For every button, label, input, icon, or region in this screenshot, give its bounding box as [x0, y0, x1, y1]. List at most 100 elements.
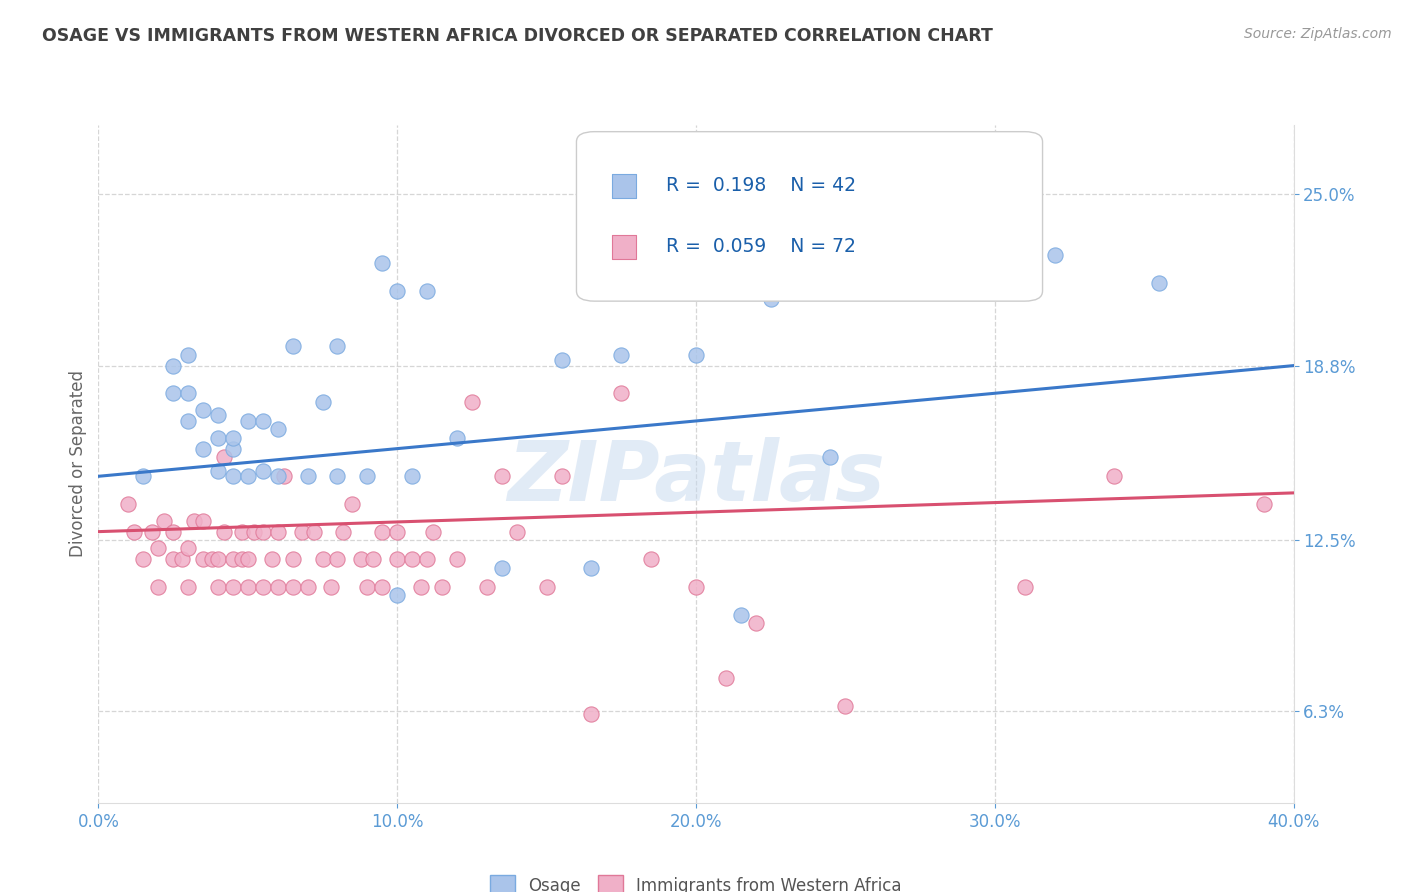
- Point: [332, 524, 354, 539]
- Point: [363, 552, 385, 566]
- Point: [172, 552, 194, 566]
- Point: [685, 347, 707, 361]
- Point: [212, 450, 235, 464]
- Point: [759, 292, 782, 306]
- Point: [745, 615, 768, 630]
- Point: [1253, 497, 1275, 511]
- Point: [350, 552, 373, 566]
- Point: [297, 580, 319, 594]
- Point: [416, 552, 439, 566]
- Point: [1043, 248, 1066, 262]
- Point: [207, 580, 229, 594]
- Point: [207, 552, 229, 566]
- Text: R =  0.059    N = 72: R = 0.059 N = 72: [666, 237, 856, 256]
- Point: [177, 580, 200, 594]
- Point: [446, 552, 468, 566]
- Point: [183, 514, 205, 528]
- Point: [191, 442, 214, 456]
- Point: [290, 524, 312, 539]
- Point: [506, 524, 529, 539]
- Point: [162, 359, 184, 373]
- Point: [342, 497, 364, 511]
- Point: [252, 464, 274, 478]
- Point: [1104, 469, 1126, 483]
- Point: [231, 552, 253, 566]
- Point: [422, 524, 444, 539]
- Point: [326, 339, 349, 353]
- Point: [385, 524, 409, 539]
- Point: [475, 580, 498, 594]
- Point: [297, 469, 319, 483]
- Point: [326, 469, 349, 483]
- Point: [610, 347, 633, 361]
- Point: [222, 431, 245, 445]
- Point: [260, 552, 283, 566]
- Point: [610, 386, 633, 401]
- Point: [714, 671, 737, 685]
- Point: [252, 580, 274, 594]
- Point: [356, 580, 378, 594]
- Point: [212, 524, 235, 539]
- Point: [820, 450, 842, 464]
- Point: [640, 552, 662, 566]
- Point: [132, 552, 155, 566]
- Point: [416, 284, 439, 298]
- Point: [491, 560, 513, 574]
- Point: [550, 469, 572, 483]
- Legend: Osage, Immigrants from Western Africa: Osage, Immigrants from Western Africa: [484, 869, 908, 892]
- Point: [491, 469, 513, 483]
- Point: [281, 552, 304, 566]
- Point: [1014, 580, 1036, 594]
- Point: [311, 394, 333, 409]
- Point: [267, 524, 290, 539]
- Point: [177, 347, 200, 361]
- Point: [385, 588, 409, 602]
- Point: [252, 414, 274, 428]
- Point: [236, 469, 259, 483]
- Point: [385, 284, 409, 298]
- Point: [132, 469, 155, 483]
- Point: [236, 552, 259, 566]
- Point: [162, 552, 184, 566]
- Point: [117, 497, 139, 511]
- Point: [401, 552, 423, 566]
- Point: [685, 580, 707, 594]
- Point: [148, 580, 170, 594]
- FancyBboxPatch shape: [576, 132, 1043, 301]
- Point: [141, 524, 163, 539]
- Point: [267, 469, 290, 483]
- Point: [581, 707, 603, 722]
- Point: [461, 394, 484, 409]
- Point: [252, 524, 274, 539]
- Point: [207, 464, 229, 478]
- Point: [222, 552, 245, 566]
- Point: [177, 386, 200, 401]
- Point: [124, 524, 146, 539]
- Point: [430, 580, 453, 594]
- Point: [222, 469, 245, 483]
- Point: [385, 552, 409, 566]
- Point: [191, 403, 214, 417]
- Point: [148, 541, 170, 556]
- Point: [153, 514, 176, 528]
- Y-axis label: Divorced or Separated: Divorced or Separated: [69, 370, 87, 558]
- Point: [302, 524, 325, 539]
- Point: [371, 256, 394, 270]
- Point: [401, 469, 423, 483]
- Point: [236, 580, 259, 594]
- Point: [371, 580, 394, 594]
- Point: [326, 552, 349, 566]
- Point: [231, 524, 253, 539]
- Point: [201, 552, 224, 566]
- Point: [267, 580, 290, 594]
- Point: [1147, 276, 1170, 290]
- Text: ZIPatlas: ZIPatlas: [508, 437, 884, 518]
- Point: [162, 524, 184, 539]
- Point: [191, 552, 214, 566]
- Point: [177, 541, 200, 556]
- Text: OSAGE VS IMMIGRANTS FROM WESTERN AFRICA DIVORCED OR SEPARATED CORRELATION CHART: OSAGE VS IMMIGRANTS FROM WESTERN AFRICA …: [42, 27, 993, 45]
- Point: [371, 524, 394, 539]
- Point: [321, 580, 343, 594]
- Point: [243, 524, 266, 539]
- Point: [834, 698, 856, 713]
